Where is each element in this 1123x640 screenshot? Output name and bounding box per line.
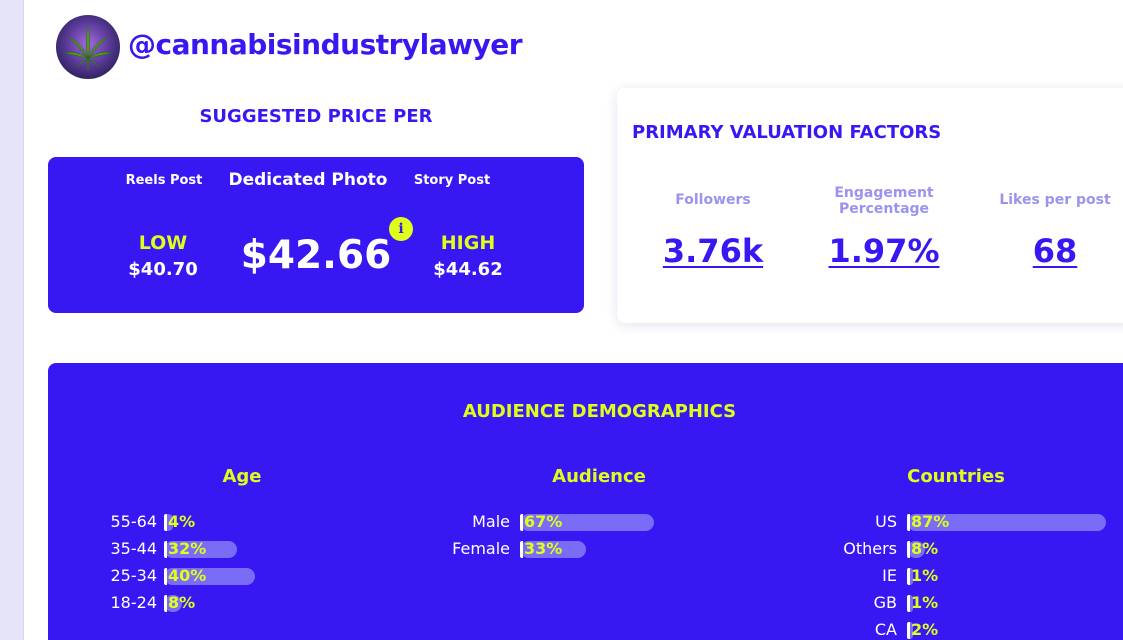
- price-section-title: SUGGESTED PRICE PER: [199, 106, 433, 127]
- profile-handle: @cannabisindustrylawyer: [128, 28, 523, 61]
- bar-start-marker: [907, 514, 910, 531]
- high-price: $44.62: [433, 259, 503, 280]
- tab-story-post[interactable]: Story Post: [413, 173, 491, 188]
- demographic-bar: [907, 568, 913, 585]
- demographic-row-label: Others: [48, 538, 897, 560]
- demographic-bar: [164, 514, 173, 531]
- row-label-text: 35-44: [110, 539, 158, 558]
- bar-start-marker: [164, 514, 167, 531]
- factor-likes: Likes per post 68: [980, 184, 1123, 270]
- factor-value[interactable]: 68: [1032, 232, 1078, 270]
- demographics-card: AUDIENCE DEMOGRAPHICS Age Audience Count…: [48, 363, 1123, 640]
- demographic-percent: 8%: [911, 539, 939, 558]
- row-label-text: US: [875, 512, 897, 531]
- row-label-text: Others: [843, 539, 897, 558]
- avatar[interactable]: [56, 15, 120, 79]
- bar-start-marker: [164, 568, 167, 585]
- demographic-percent: 87%: [911, 512, 950, 531]
- demographic-percent: 33%: [524, 539, 563, 558]
- factor-label: Engagement Percentage: [834, 185, 934, 217]
- price-card: Reels Post Dedicated Photo Story Post LO…: [48, 157, 584, 313]
- countries-title: Countries: [907, 466, 1005, 487]
- low-label: LOW: [138, 232, 188, 254]
- bar-start-marker: [907, 622, 910, 639]
- demographic-bar: [520, 514, 654, 531]
- audience-title: Audience: [552, 466, 646, 487]
- demographic-bar: [164, 541, 237, 558]
- demographic-bar: [164, 568, 255, 585]
- factor-value[interactable]: 1.97%: [828, 232, 940, 270]
- demographic-row-label: 55-64: [48, 511, 158, 533]
- demographic-percent: 8%: [168, 593, 196, 612]
- demographic-row-label: Female: [48, 538, 510, 560]
- demographic-row-label: GB: [48, 592, 897, 614]
- demographic-row-label: IE: [48, 565, 897, 587]
- demographic-row-label: CA: [48, 619, 897, 640]
- row-label-text: IE: [882, 566, 897, 585]
- demographic-bar: [907, 595, 913, 612]
- tab-reels-post[interactable]: Reels Post: [125, 173, 203, 188]
- demographic-percent: 4%: [168, 512, 196, 531]
- demographic-bar: [907, 541, 925, 558]
- demographic-row-label: US: [48, 511, 897, 533]
- row-label-text: Male: [472, 512, 510, 531]
- demographics-title: AUDIENCE DEMOGRAPHICS: [462, 401, 737, 422]
- factor-engagement: Engagement Percentage 1.97%: [809, 184, 959, 270]
- bar-start-marker: [520, 541, 523, 558]
- bar-start-marker: [164, 541, 167, 558]
- valuation-factors-card: PRIMARY VALUATION FACTORS Followers 3.76…: [617, 88, 1123, 323]
- row-label-text: CA: [874, 620, 897, 639]
- demographic-percent: 40%: [168, 566, 207, 585]
- factors-title: PRIMARY VALUATION FACTORS: [632, 122, 942, 143]
- demographic-percent: 67%: [524, 512, 563, 531]
- info-icon[interactable]: i: [389, 217, 413, 241]
- row-label-text: Female: [452, 539, 510, 558]
- demographic-bar: [907, 514, 1106, 531]
- demographic-bar: [907, 622, 913, 639]
- row-label-text: 25-34: [110, 566, 158, 585]
- high-label: HIGH: [440, 232, 496, 254]
- demographic-row-label: Male: [48, 511, 510, 533]
- factor-label: Likes per post: [999, 192, 1111, 208]
- factor-followers: Followers 3.76k: [638, 184, 788, 270]
- demographic-percent: 1%: [911, 593, 939, 612]
- cannabis-leaf-icon: [64, 24, 112, 69]
- demographic-row-label: 25-34: [48, 565, 158, 587]
- bar-start-marker: [907, 568, 910, 585]
- demographic-row-label: 18-24: [48, 592, 158, 614]
- row-label-text: 55-64: [110, 512, 158, 531]
- demographic-bar: [520, 541, 586, 558]
- row-label-text: GB: [873, 593, 897, 612]
- demographic-percent: 2%: [911, 620, 939, 639]
- age-title: Age: [222, 466, 262, 487]
- demographic-row-label: 35-44: [48, 538, 158, 560]
- tab-dedicated-photo[interactable]: Dedicated Photo: [228, 170, 388, 190]
- bar-start-marker: [164, 595, 167, 612]
- demographic-bar: [164, 595, 182, 612]
- bar-start-marker: [907, 541, 910, 558]
- low-price: $40.70: [128, 259, 198, 280]
- bar-start-marker: [520, 514, 523, 531]
- bar-start-marker: [907, 595, 910, 612]
- row-label-text: 18-24: [110, 593, 158, 612]
- suggested-price: $42.66: [240, 233, 392, 278]
- left-sidebar-edge: [0, 0, 24, 640]
- demographic-percent: 1%: [911, 566, 939, 585]
- demographic-percent: 32%: [168, 539, 207, 558]
- factor-label: Followers: [675, 192, 751, 208]
- factor-value[interactable]: 3.76k: [662, 232, 764, 270]
